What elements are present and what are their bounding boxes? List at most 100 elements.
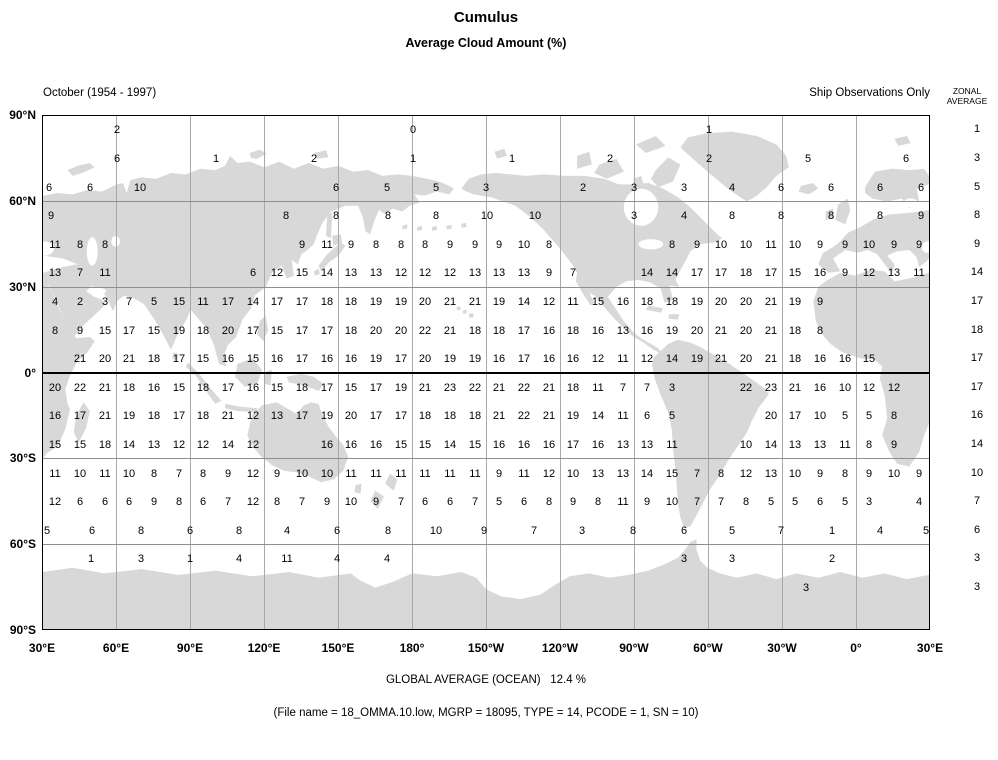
grid-value: 6 bbox=[902, 152, 910, 165]
grid-value: 3 bbox=[630, 181, 638, 194]
grid-value: 7 bbox=[471, 496, 479, 509]
grid-value: 14 bbox=[640, 267, 654, 280]
lat-axis-label: 90°S bbox=[9, 623, 36, 637]
grid-value: 13 bbox=[468, 267, 482, 280]
grid-value: 12 bbox=[887, 381, 901, 394]
grid-value: 7 bbox=[397, 496, 405, 509]
grid-value: 16 bbox=[640, 324, 654, 337]
grid-value: 6 bbox=[186, 524, 194, 537]
grid-value: 9 bbox=[890, 238, 898, 251]
grid-value: 16 bbox=[813, 381, 827, 394]
grid-value: 18 bbox=[320, 295, 334, 308]
grid-value: 10 bbox=[133, 181, 147, 194]
grid-value: 18 bbox=[344, 324, 358, 337]
grid-value: 18 bbox=[468, 410, 482, 423]
grid-value: 10 bbox=[528, 210, 542, 223]
grid-value: 11 bbox=[99, 467, 111, 480]
grid-value: 14 bbox=[665, 267, 679, 280]
grid-value: 6 bbox=[249, 267, 257, 280]
lon-axis-label: 90°E bbox=[176, 641, 204, 655]
grid-value: 16 bbox=[591, 324, 605, 337]
zonal-value: 5 bbox=[973, 180, 981, 193]
grid-value: 4 bbox=[235, 553, 243, 566]
grid-value: 2 bbox=[310, 152, 318, 165]
grid-value: 17 bbox=[517, 353, 531, 366]
grid-value: 10 bbox=[429, 524, 443, 537]
grid-value: 3 bbox=[482, 181, 490, 194]
grid-value: 10 bbox=[517, 238, 531, 251]
grid-value: 15 bbox=[98, 324, 112, 337]
grid-value: 10 bbox=[813, 410, 827, 423]
zonal-value: 9 bbox=[973, 237, 981, 250]
grid-value: 6 bbox=[125, 496, 133, 509]
grid-value: 12 bbox=[246, 439, 260, 452]
grid-value: 15 bbox=[246, 353, 260, 366]
grid-value: 6 bbox=[917, 181, 925, 194]
grid-value: 8 bbox=[421, 238, 429, 251]
grid-value: 5 bbox=[841, 496, 849, 509]
grid-value: 22 bbox=[468, 381, 482, 394]
grid-value: 8 bbox=[150, 467, 158, 480]
grid-value: 5 bbox=[767, 496, 775, 509]
grid-value: 16 bbox=[320, 439, 334, 452]
grid-value: 7 bbox=[693, 467, 701, 480]
grid-value: 8 bbox=[742, 496, 750, 509]
zonal-value: 3 bbox=[973, 151, 981, 164]
grid-value: 4 bbox=[383, 553, 391, 566]
grid-value: 11 bbox=[49, 238, 61, 251]
grid-value: 9 bbox=[545, 267, 553, 280]
grid-value: 10 bbox=[862, 238, 876, 251]
grid-value: 8 bbox=[865, 439, 873, 452]
grid-value: 7 bbox=[76, 267, 84, 280]
grid-value: 9 bbox=[323, 496, 331, 509]
grid-value: 15 bbox=[196, 353, 210, 366]
grid-value: 5 bbox=[668, 410, 676, 423]
grid-value: 16 bbox=[616, 295, 630, 308]
page-title: Cumulus bbox=[453, 9, 519, 26]
grid-value: 5 bbox=[150, 295, 158, 308]
grid-value: 17 bbox=[369, 381, 383, 394]
grid-value: 20 bbox=[98, 353, 112, 366]
grid-value: 3 bbox=[668, 381, 676, 394]
grid-value: 16 bbox=[320, 353, 334, 366]
grid-value: 13 bbox=[369, 267, 383, 280]
grid-value: 22 bbox=[418, 324, 432, 337]
grid-value: 12 bbox=[394, 267, 408, 280]
grid-value: 9 bbox=[841, 238, 849, 251]
grid-value: 18 bbox=[344, 295, 358, 308]
grid-value: 15 bbox=[147, 324, 161, 337]
zonal-value: 14 bbox=[970, 266, 984, 279]
grid-value: 18 bbox=[492, 324, 506, 337]
grid-value: 13 bbox=[640, 439, 654, 452]
grid-value: 19 bbox=[665, 324, 679, 337]
grid-value: 5 bbox=[728, 524, 736, 537]
grid-value: 6 bbox=[446, 496, 454, 509]
grid-value: 17 bbox=[172, 353, 186, 366]
grid-value: 20 bbox=[344, 410, 358, 423]
grid-value: 2 bbox=[828, 553, 836, 566]
grid-value: 7 bbox=[530, 524, 538, 537]
grid-value: 5 bbox=[841, 410, 849, 423]
grid-value: 8 bbox=[397, 238, 405, 251]
grid-value: 14 bbox=[122, 439, 136, 452]
grid-value: 15 bbox=[172, 295, 186, 308]
lon-axis-label: 180° bbox=[399, 641, 425, 655]
grid-value: 12 bbox=[443, 267, 457, 280]
grid-value: 18 bbox=[788, 353, 802, 366]
grid-value: 8 bbox=[175, 496, 183, 509]
grid-value: 21 bbox=[492, 381, 506, 394]
global-average-label: GLOBAL AVERAGE (OCEAN) 12.4 % bbox=[385, 674, 587, 686]
grid-value: 1 bbox=[508, 152, 516, 165]
grid-value: 17 bbox=[172, 410, 186, 423]
grid-value: 10 bbox=[566, 467, 580, 480]
grid-value: 17 bbox=[73, 410, 87, 423]
grid-value: 15 bbox=[344, 381, 358, 394]
grid-value: 7 bbox=[569, 267, 577, 280]
grid-value: 17 bbox=[394, 353, 408, 366]
grid-value: 7 bbox=[125, 295, 133, 308]
zonal-value: 1 bbox=[973, 123, 981, 136]
grid-value: 18 bbox=[98, 439, 112, 452]
grid-value: 15 bbox=[788, 267, 802, 280]
grid-value: 21 bbox=[443, 324, 457, 337]
world-map bbox=[43, 131, 929, 629]
